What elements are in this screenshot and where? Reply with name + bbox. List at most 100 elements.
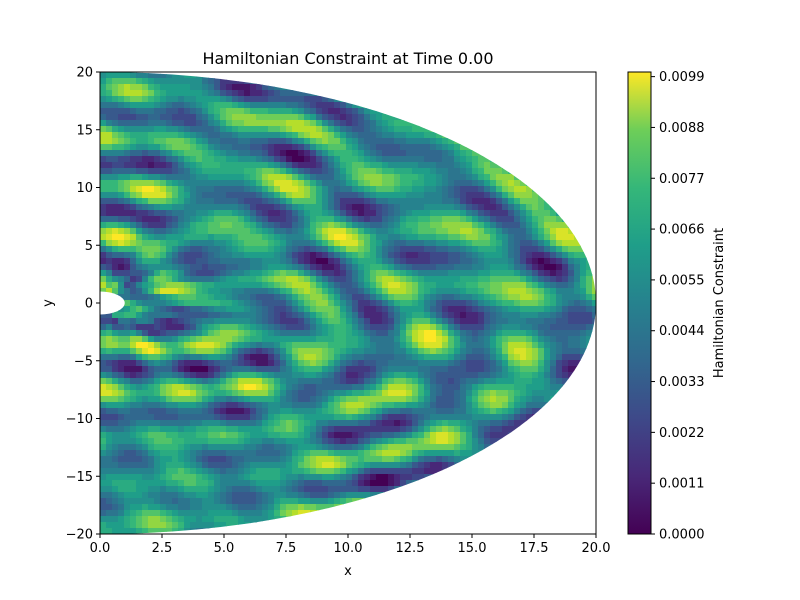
- heatmap-cell: [274, 288, 281, 295]
- heatmap-cell: [118, 84, 125, 91]
- heatmap-cell: [592, 396, 596, 403]
- heatmap-cell: [232, 84, 239, 91]
- heatmap-cell: [244, 270, 251, 277]
- heatmap-cell: [184, 210, 191, 217]
- heatmap-cell: [130, 258, 137, 265]
- heatmap-cell: [328, 138, 335, 145]
- heatmap-cell: [190, 366, 197, 373]
- heatmap-cell: [592, 108, 596, 115]
- heatmap-cell: [178, 174, 185, 181]
- heatmap-cell: [490, 306, 497, 313]
- heatmap-cell: [448, 126, 455, 133]
- heatmap-cell: [268, 276, 275, 283]
- heatmap-cell: [244, 354, 251, 361]
- heatmap-cell: [136, 282, 143, 289]
- heatmap-cell: [484, 222, 491, 229]
- heatmap-cell: [346, 288, 353, 295]
- heatmap-cell: [520, 246, 527, 253]
- heatmap-cell: [286, 174, 293, 181]
- heatmap-cell: [376, 132, 383, 139]
- heatmap-cell: [466, 192, 473, 199]
- heatmap-cell: [502, 294, 509, 301]
- heatmap-cell: [136, 336, 143, 343]
- heatmap-cell: [532, 390, 539, 397]
- heatmap-cell: [154, 228, 161, 235]
- heatmap-cell: [586, 90, 593, 97]
- heatmap-cell: [208, 282, 215, 289]
- heatmap-cell: [112, 396, 119, 403]
- heatmap-cell: [472, 372, 479, 379]
- heatmap-cell: [172, 90, 179, 97]
- heatmap-cell: [514, 270, 521, 277]
- heatmap-cell: [124, 204, 131, 211]
- heatmap-cell: [256, 264, 263, 271]
- heatmap-cell: [556, 354, 563, 361]
- heatmap-cell: [172, 384, 179, 391]
- heatmap-cell: [322, 138, 329, 145]
- heatmap-cell: [442, 282, 449, 289]
- heatmap-cell: [472, 378, 479, 385]
- heatmap-cell: [100, 96, 107, 103]
- heatmap-cell: [352, 264, 359, 271]
- heatmap-cell: [484, 264, 491, 271]
- heatmap-cell: [490, 354, 497, 361]
- heatmap-cell: [478, 372, 485, 379]
- heatmap-cell: [286, 246, 293, 253]
- heatmap-cell: [178, 168, 185, 175]
- heatmap-cell: [286, 162, 293, 169]
- heatmap-cell: [124, 258, 131, 265]
- heatmap-cell: [148, 276, 155, 283]
- heatmap-cell: [274, 300, 281, 307]
- heatmap-cell: [526, 378, 533, 385]
- heatmap-cell: [256, 192, 263, 199]
- heatmap-cell: [256, 132, 263, 139]
- heatmap-cell: [160, 216, 167, 223]
- heatmap-cell: [292, 240, 299, 247]
- heatmap-cell: [472, 276, 479, 283]
- heatmap-cell: [118, 210, 125, 217]
- heatmap-cell: [562, 384, 569, 391]
- heatmap-cell: [460, 114, 467, 121]
- heatmap-cell: [202, 198, 209, 205]
- heatmap-cell: [478, 150, 485, 157]
- heatmap-cell: [568, 246, 575, 253]
- heatmap-cell: [370, 354, 377, 361]
- heatmap-cell: [208, 210, 215, 217]
- heatmap-cell: [466, 126, 473, 133]
- heatmap-cell: [250, 288, 257, 295]
- heatmap-cell: [418, 228, 425, 235]
- heatmap-cell: [490, 324, 497, 331]
- heatmap-cell: [184, 234, 191, 241]
- heatmap-cell: [220, 78, 227, 85]
- heatmap-cell: [298, 366, 305, 373]
- heatmap-cell: [268, 168, 275, 175]
- heatmap-cell: [562, 138, 569, 145]
- heatmap-cell: [142, 84, 149, 91]
- heatmap-cell: [268, 198, 275, 205]
- heatmap-cell: [136, 348, 143, 355]
- heatmap-cell: [190, 144, 197, 151]
- heatmap-cell: [334, 168, 341, 175]
- heatmap-cell: [292, 216, 299, 223]
- heatmap-cell: [406, 186, 413, 193]
- heatmap-cell: [484, 240, 491, 247]
- heatmap-cell: [424, 114, 431, 121]
- heatmap-cell: [532, 384, 539, 391]
- heatmap-cell: [568, 174, 575, 181]
- heatmap-cell: [508, 318, 515, 325]
- heatmap-cell: [388, 372, 395, 379]
- heatmap-cell: [196, 210, 203, 217]
- heatmap-cell: [514, 144, 521, 151]
- heatmap-cell: [418, 84, 425, 91]
- heatmap-cell: [268, 162, 275, 169]
- heatmap-cell: [592, 300, 596, 307]
- heatmap-cell: [286, 354, 293, 361]
- heatmap-cell: [316, 276, 323, 283]
- heatmap-cell: [100, 306, 107, 313]
- heatmap-cell: [244, 276, 251, 283]
- heatmap-cell: [100, 384, 107, 391]
- heatmap-cell: [310, 414, 317, 421]
- heatmap-cell: [568, 366, 575, 373]
- heatmap-cell: [508, 168, 515, 175]
- heatmap-cell: [502, 96, 509, 103]
